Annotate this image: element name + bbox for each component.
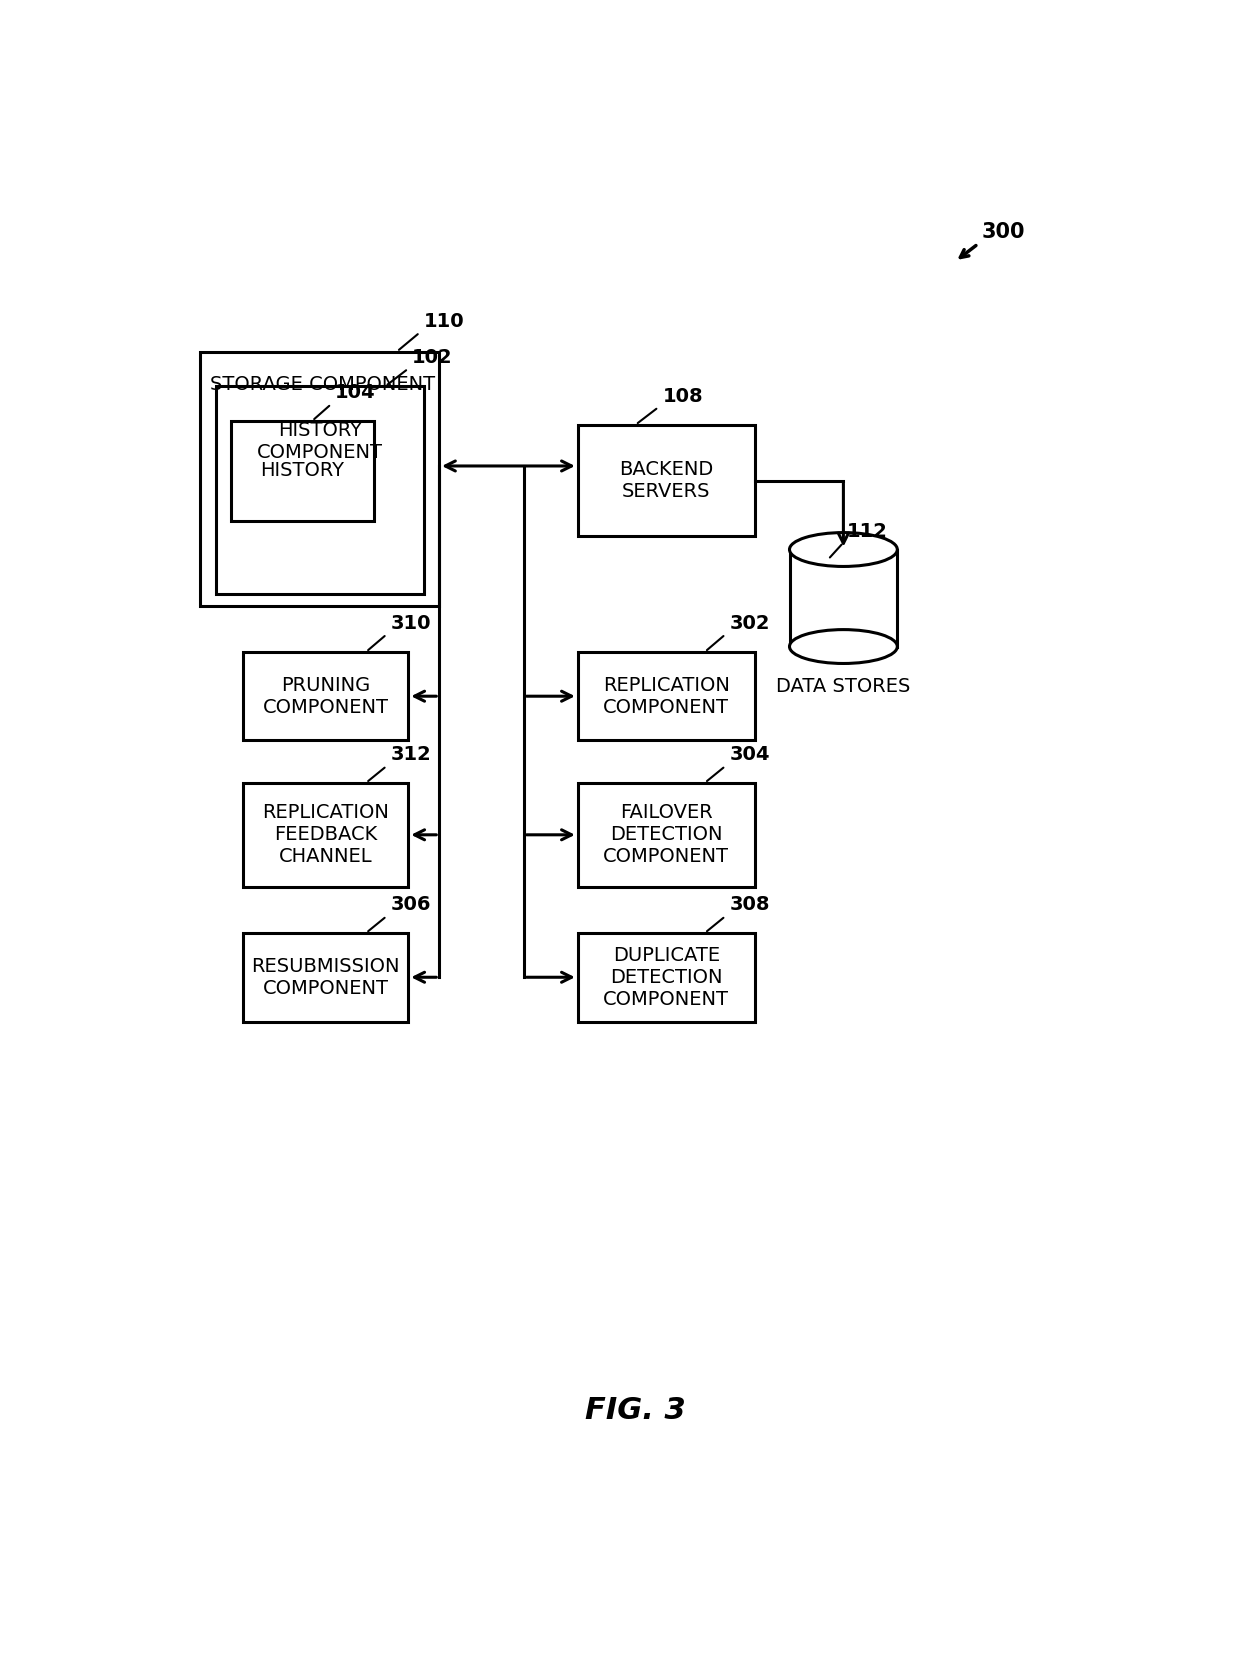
FancyBboxPatch shape xyxy=(201,351,439,606)
FancyBboxPatch shape xyxy=(578,651,755,740)
Text: STORAGE COMPONENT: STORAGE COMPONENT xyxy=(210,374,435,395)
FancyBboxPatch shape xyxy=(243,651,408,740)
FancyBboxPatch shape xyxy=(231,421,373,520)
Ellipse shape xyxy=(790,630,898,663)
Text: 308: 308 xyxy=(729,895,770,915)
Text: 302: 302 xyxy=(729,615,770,633)
Text: REPLICATION
COMPONENT: REPLICATION COMPONENT xyxy=(603,675,729,717)
Text: BACKEND
SERVERS: BACKEND SERVERS xyxy=(619,460,713,500)
Text: HISTORY
COMPONENT: HISTORY COMPONENT xyxy=(257,421,383,462)
Text: 102: 102 xyxy=(412,348,453,368)
FancyBboxPatch shape xyxy=(243,934,408,1021)
Text: FIG. 3: FIG. 3 xyxy=(585,1395,686,1425)
Text: PRUNING
COMPONENT: PRUNING COMPONENT xyxy=(263,675,388,717)
FancyBboxPatch shape xyxy=(790,865,897,880)
Text: 300: 300 xyxy=(982,222,1025,242)
Text: 312: 312 xyxy=(391,745,432,764)
Text: 110: 110 xyxy=(424,312,464,331)
Text: DUPLICATE
DETECTION
COMPONENT: DUPLICATE DETECTION COMPONENT xyxy=(604,945,729,1009)
Text: 112: 112 xyxy=(847,522,888,541)
Text: DATA STORES: DATA STORES xyxy=(776,677,910,697)
Text: RESUBMISSION
COMPONENT: RESUBMISSION COMPONENT xyxy=(252,957,399,997)
Text: 104: 104 xyxy=(335,383,376,403)
Text: 108: 108 xyxy=(662,386,703,406)
Text: 306: 306 xyxy=(391,895,432,915)
FancyBboxPatch shape xyxy=(790,549,898,646)
FancyBboxPatch shape xyxy=(216,386,424,594)
Text: REPLICATION
FEEDBACK
CHANNEL: REPLICATION FEEDBACK CHANNEL xyxy=(262,803,389,866)
FancyBboxPatch shape xyxy=(578,934,755,1021)
FancyBboxPatch shape xyxy=(243,782,408,887)
Text: FAILOVER
DETECTION
COMPONENT: FAILOVER DETECTION COMPONENT xyxy=(604,803,729,866)
Text: 304: 304 xyxy=(729,745,770,764)
Text: 310: 310 xyxy=(391,615,432,633)
Text: HISTORY: HISTORY xyxy=(260,462,345,480)
FancyBboxPatch shape xyxy=(578,425,755,536)
Ellipse shape xyxy=(790,532,898,566)
FancyBboxPatch shape xyxy=(578,782,755,887)
